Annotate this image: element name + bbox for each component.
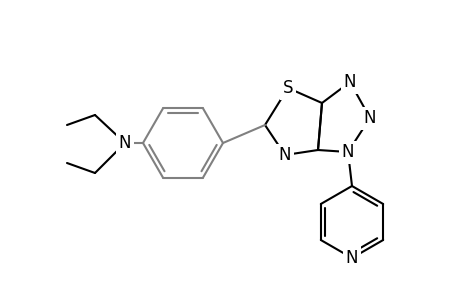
Text: N: N <box>343 73 355 91</box>
Text: S: S <box>282 79 293 97</box>
Text: N: N <box>118 134 131 152</box>
Text: N: N <box>345 249 358 267</box>
Text: N: N <box>278 146 291 164</box>
Text: N: N <box>363 109 375 127</box>
Text: N: N <box>341 143 353 161</box>
